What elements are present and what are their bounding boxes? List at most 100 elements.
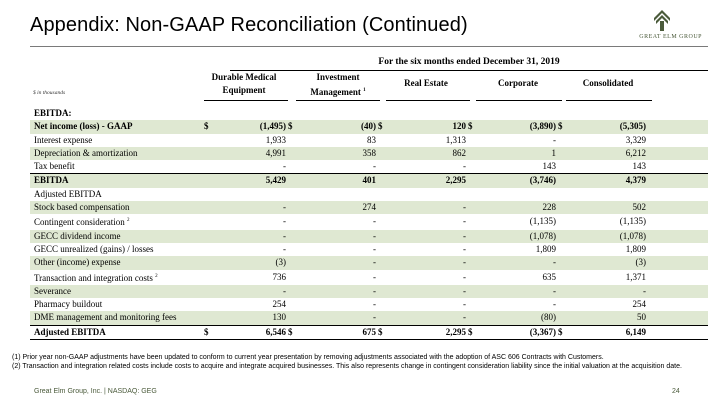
cell-value: (1,495) — [216, 120, 288, 134]
currency-symbol: $ — [288, 324, 300, 341]
currency-symbol — [204, 160, 216, 174]
currency-symbol — [204, 256, 216, 270]
cell-value: - — [463, 271, 466, 282]
column-header-investment: Investment Management 1 — [310, 72, 366, 97]
table-row: EBITDA 5,429 401 2,295 (3,746) 4,379 — [30, 173, 708, 188]
cell-value — [390, 107, 468, 120]
currency-symbol — [468, 146, 480, 161]
currency-symbol: $ — [468, 120, 480, 134]
table-row: Contingent consideration 2 - - - (1,135) (1,1… — [30, 214, 708, 229]
cell-value: 228 — [480, 201, 558, 215]
cell-value: 1,933 — [265, 134, 286, 145]
currency-symbol — [468, 107, 480, 120]
currency-symbol — [378, 256, 390, 270]
currency-symbol — [558, 134, 570, 147]
currency-symbol — [468, 134, 480, 147]
currency-symbol — [558, 173, 570, 188]
cell-value: (3) — [216, 256, 288, 270]
currency-symbol — [288, 229, 300, 243]
cell-value: 6,212 — [570, 146, 648, 161]
cell-value: 862 — [390, 146, 468, 161]
data-table: EBITDA: Net income (loss) - GAAP $ (1,495) $… — [30, 107, 708, 341]
cell-value: 4,991 — [216, 146, 288, 161]
currency-symbol — [288, 284, 300, 299]
currency-symbol — [558, 298, 570, 311]
row-label: GECC unrealized (gains) / losses — [34, 243, 154, 254]
cell-value — [300, 107, 378, 120]
currency-symbol — [378, 214, 390, 229]
column-underline — [386, 100, 470, 101]
cell-value: 1,809 — [625, 243, 646, 254]
currency-symbol — [468, 270, 480, 285]
currency-symbol — [468, 173, 480, 188]
currency-symbol — [288, 173, 300, 188]
column-underline — [296, 100, 380, 101]
currency-symbol — [468, 284, 480, 299]
currency-symbol — [204, 229, 216, 243]
cell-value: 675 — [300, 324, 378, 341]
cell-value: 83 — [367, 134, 376, 145]
cell-value — [570, 188, 648, 201]
cell-value: (3,746) — [480, 173, 558, 188]
cell-value: (3,367) — [480, 324, 558, 341]
currency-symbol — [468, 160, 480, 174]
table-row: Net income (loss) - GAAP $ (1,495) $ (40) $12… — [30, 120, 708, 134]
cell-value: - — [553, 299, 556, 310]
cell-value: 401 — [300, 173, 378, 188]
currency-symbol: $ — [378, 324, 390, 341]
cell-value: 5,429 — [216, 173, 288, 188]
currency-symbol — [204, 134, 216, 147]
cell-value — [570, 107, 648, 120]
row-label: GECC dividend income — [30, 229, 204, 243]
cell-value: - — [463, 161, 466, 172]
cell-value: (1,078) — [570, 229, 648, 243]
row-label: Adjusted EBITDA — [34, 188, 102, 199]
currency-symbol: $ — [558, 120, 570, 134]
cell-value: (1,078) — [480, 229, 558, 243]
currency-symbol — [204, 270, 216, 285]
logo-text: GREAT ELM GROUP — [639, 34, 702, 40]
currency-symbol — [378, 270, 390, 285]
cell-value: (1,135) — [619, 216, 646, 227]
currency-symbol — [378, 146, 390, 161]
cell-value: 2,295 — [390, 173, 468, 188]
currency-symbol: $ — [558, 324, 570, 341]
cell-value: - — [300, 284, 378, 299]
currency-symbol — [288, 298, 300, 311]
table-row: Depreciation & amortization 4,991 358 862 1 6… — [30, 146, 708, 161]
title-divider — [30, 46, 708, 47]
cell-value: 50 — [570, 311, 648, 326]
company-logo: GREAT ELM GROUP — [622, 10, 702, 40]
currency-symbol — [378, 173, 390, 188]
row-label: DME management and monitoring fees — [30, 311, 204, 326]
row-label: Transaction and integration costs 2 — [34, 272, 158, 283]
currency-symbol — [204, 188, 216, 201]
currency-symbol — [558, 243, 570, 256]
cell-value: 1,371 — [625, 271, 646, 282]
currency-symbol — [288, 270, 300, 285]
currency-symbol: $ — [204, 324, 216, 341]
currency-symbol — [378, 107, 390, 120]
column-header-consolidated: Consolidated — [582, 78, 634, 88]
row-label: Contingent consideration 2 — [34, 217, 130, 228]
cell-value: - — [373, 299, 376, 310]
table-row: Adjusted EBITDA $6,546 $675 $2,295 $ (3,367) $… — [30, 324, 708, 341]
row-label: Severance — [30, 284, 204, 299]
cell-value: (80) — [480, 311, 558, 326]
row-label: Net income (loss) - GAAP — [30, 120, 204, 134]
column-header-corporate: Corporate — [498, 78, 538, 88]
roof-chevron-icon — [654, 10, 670, 31]
cell-value: 143 — [632, 161, 647, 172]
cell-value: - — [390, 284, 468, 299]
cell-value: - — [283, 243, 286, 254]
currency-symbol — [558, 270, 570, 285]
currency-symbol — [558, 214, 570, 229]
table-row: GECC unrealized (gains) / losses - - - 1,809… — [30, 243, 708, 256]
cell-value: - — [390, 311, 468, 326]
currency-symbol — [558, 160, 570, 174]
currency-symbol — [558, 201, 570, 215]
cell-value: - — [283, 216, 286, 227]
cell-value: 4,379 — [570, 173, 648, 188]
currency-symbol: $ — [204, 120, 216, 134]
cell-value: 254 — [632, 299, 647, 310]
